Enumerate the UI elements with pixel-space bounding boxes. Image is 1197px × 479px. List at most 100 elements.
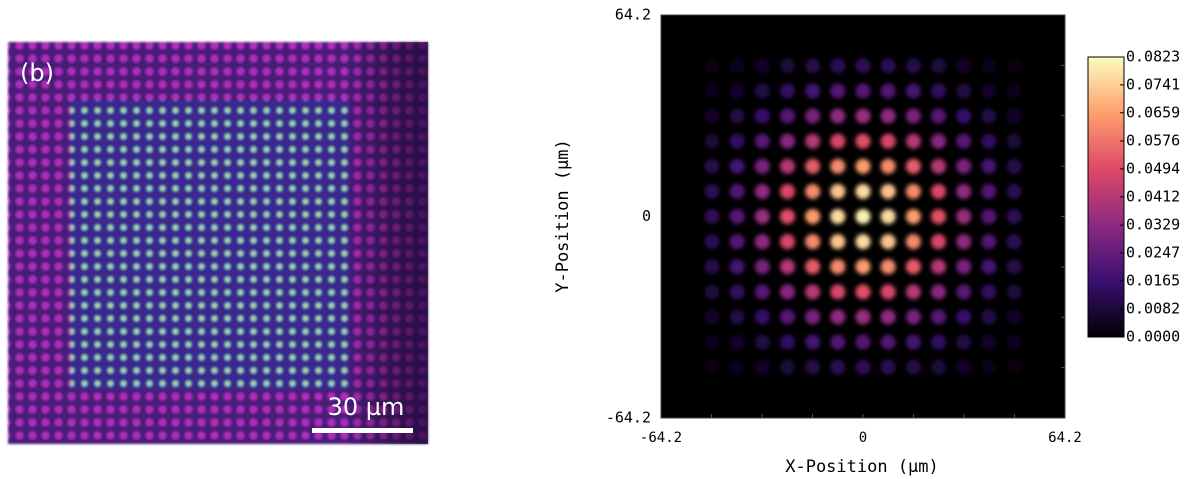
heat-spot: [730, 360, 745, 375]
heat-spot: [981, 109, 996, 124]
colorbar-tick-label: 0.0082: [1126, 300, 1180, 318]
heat-spot: [830, 109, 845, 124]
heat-spot: [1006, 284, 1021, 299]
heat-spot: [931, 159, 946, 174]
heat-spot: [1006, 58, 1021, 73]
y-tick-label: 0: [642, 207, 651, 225]
heat-spot: [780, 309, 795, 324]
heat-spot: [830, 259, 845, 274]
heat-spot: [755, 134, 770, 149]
heat-spot: [931, 309, 946, 324]
x-tick-label: 64.2: [1048, 430, 1082, 446]
heat-spot: [805, 83, 820, 98]
heat-spot: [755, 58, 770, 73]
heat-spot: [931, 209, 946, 224]
heat-spot: [855, 259, 870, 274]
heat-spot: [906, 83, 921, 98]
heat-spot: [956, 83, 971, 98]
heat-spot: [755, 159, 770, 174]
heat-spot: [805, 159, 820, 174]
x-tick-label: -64.2: [640, 430, 682, 446]
heat-spot: [881, 284, 896, 299]
heat-spot: [780, 58, 795, 73]
heat-spot: [780, 109, 795, 124]
heat-spot: [830, 309, 845, 324]
heat-spot: [755, 234, 770, 249]
heat-spot: [855, 209, 870, 224]
heat-spot: [780, 284, 795, 299]
colorbar-tick-label: 0.0247: [1126, 243, 1180, 261]
heat-spot: [755, 259, 770, 274]
heat-spot: [780, 334, 795, 349]
heat-spot: [780, 234, 795, 249]
heat-spot: [704, 83, 719, 98]
colorbar-tick-label: 0.0494: [1126, 159, 1180, 177]
colorbar-tick-label: 0.0165: [1126, 271, 1180, 289]
heat-spot: [805, 134, 820, 149]
heat-spot: [780, 259, 795, 274]
heat-spot: [881, 309, 896, 324]
heat-spot: [730, 209, 745, 224]
heat-spot: [755, 83, 770, 98]
heat-spot: [1006, 234, 1021, 249]
heat-spot: [981, 334, 996, 349]
heat-spot: [881, 58, 896, 73]
heat-spot: [704, 309, 719, 324]
heat-spot: [805, 58, 820, 73]
heat-spot: [830, 284, 845, 299]
heat-spot: [830, 159, 845, 174]
heat-spot: [906, 234, 921, 249]
heat-spot: [704, 184, 719, 199]
heat-spot: [956, 360, 971, 375]
colorbar-tick-label: 0.0412: [1126, 187, 1180, 205]
heat-spot: [780, 83, 795, 98]
heat-spot: [881, 360, 896, 375]
heat-spot: [855, 309, 870, 324]
heat-spot: [1006, 109, 1021, 124]
heat-spot: [855, 109, 870, 124]
heat-spot: [956, 58, 971, 73]
heat-spot: [1006, 159, 1021, 174]
heat-spot: [730, 109, 745, 124]
y-axis-label: Y-Position (µm): [553, 139, 573, 293]
heat-spot: [981, 184, 996, 199]
heat-spot: [855, 334, 870, 349]
heat-spot: [956, 284, 971, 299]
heat-spot: [931, 334, 946, 349]
heat-spot: [981, 234, 996, 249]
heat-spot: [906, 184, 921, 199]
heat-spot: [981, 259, 996, 274]
heat-spot: [730, 234, 745, 249]
heat-spot: [704, 234, 719, 249]
heat-spot: [906, 360, 921, 375]
heat-spot: [755, 360, 770, 375]
heat-spot: [956, 334, 971, 349]
heat-spot: [780, 134, 795, 149]
heat-spot: [956, 259, 971, 274]
heat-spot: [1006, 83, 1021, 98]
colorbar-tick-label: 0.0741: [1126, 75, 1180, 93]
heat-spot: [780, 184, 795, 199]
colorbar-tick-label: 0.0576: [1126, 132, 1180, 150]
heat-spot: [881, 184, 896, 199]
heat-spot: [730, 259, 745, 274]
scale-bar: [312, 428, 413, 433]
heat-spot: [981, 309, 996, 324]
heat-spot: [981, 284, 996, 299]
figure: (b) 30 µm X-Position (µm) Y-Position (µm…: [0, 0, 1197, 479]
heat-spot: [730, 159, 745, 174]
heat-spot: [805, 259, 820, 274]
heat-spot: [704, 209, 719, 224]
heat-spot: [805, 334, 820, 349]
heat-spot: [704, 134, 719, 149]
heat-spot: [704, 159, 719, 174]
heat-spot: [1006, 334, 1021, 349]
heat-spot: [1006, 134, 1021, 149]
heat-spot: [981, 58, 996, 73]
heat-spot: [730, 134, 745, 149]
heat-spot: [730, 334, 745, 349]
y-tick-label: 64.2: [615, 6, 651, 24]
heat-spot: [805, 284, 820, 299]
heat-spot: [881, 209, 896, 224]
heat-spot: [855, 360, 870, 375]
